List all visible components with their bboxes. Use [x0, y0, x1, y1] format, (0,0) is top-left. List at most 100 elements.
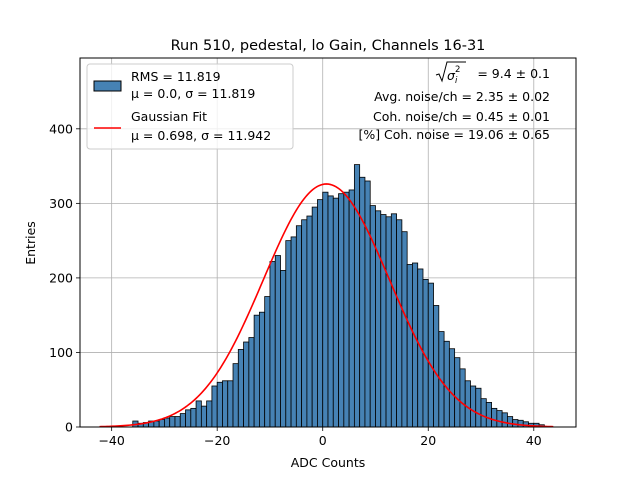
histogram-bar	[406, 264, 413, 428]
y-tick-label: 200	[49, 270, 73, 285]
histogram-bar	[206, 400, 213, 428]
sigma-symbol: σ	[447, 68, 456, 83]
histogram-bar	[227, 380, 234, 428]
x-tick-label: −40	[98, 433, 124, 448]
histogram-bar	[306, 215, 313, 428]
histogram-bar	[211, 385, 218, 428]
histogram-bar	[364, 180, 371, 428]
histogram-bar	[348, 189, 355, 428]
histogram-bar	[185, 409, 192, 428]
histogram-bar	[475, 387, 482, 428]
histogram-bar	[485, 401, 492, 428]
histogram-bar	[322, 191, 329, 428]
histogram-bar	[353, 164, 361, 428]
histogram-bar	[375, 210, 382, 428]
legend: RMS = 11.819 μ = 0.0, σ = 11.819 Gaussia…	[86, 63, 294, 150]
stats-annotation: σ 2 i = 9.4 ± 0.1 Avg. noise/ch = 2.35 ±…	[358, 61, 550, 142]
chart-title: Run 510, pedestal, lo Gain, Channels 16-…	[171, 38, 486, 54]
histogram-bar	[216, 381, 223, 428]
histogram-bar	[174, 416, 181, 428]
histogram-bar	[259, 311, 266, 428]
legend-fit-stats: μ = 0.698, σ = 11.942	[131, 128, 271, 143]
plot-frame	[79, 57, 577, 428]
histogram-bar	[433, 305, 440, 428]
histogram-bar	[164, 417, 171, 428]
histogram-bar	[480, 398, 487, 428]
stats-sigma-value: = 9.4 ± 0.1	[477, 66, 550, 81]
histogram-bar	[454, 357, 461, 428]
histogram-bar	[507, 416, 514, 428]
gaussian-fit-curve	[99, 183, 554, 428]
histogram-bar	[448, 348, 456, 428]
x-axis-ticks: −40 −20 0 20 40	[98, 427, 542, 448]
histogram-bar	[158, 419, 165, 428]
x-tick-label: −20	[204, 433, 230, 448]
histogram-bar	[264, 296, 271, 428]
histogram-bar	[200, 405, 208, 428]
stats-coh-noise: Coh. noise/ch = 0.45 ± 0.01	[373, 109, 550, 124]
histogram-bar	[332, 197, 339, 428]
histogram-bar	[427, 282, 434, 428]
histogram-bar	[285, 240, 292, 428]
stats-avg-noise: Avg. noise/ch = 2.35 ± 0.02	[374, 89, 550, 104]
legend-histogram-swatch	[93, 80, 122, 92]
histogram-bar	[327, 195, 334, 428]
histogram-bar	[396, 219, 403, 428]
x-axis-label: ADC Counts	[291, 455, 366, 470]
histogram-bar	[491, 407, 498, 428]
sigma-superscript: 2	[455, 65, 460, 75]
histogram-bar	[359, 176, 366, 428]
histogram-bar	[253, 314, 260, 428]
y-tick-label: 0	[65, 420, 73, 435]
histogram-bar	[190, 407, 197, 428]
x-tick-label: 0	[319, 433, 327, 448]
histogram-bar	[274, 255, 281, 428]
histogram-bar	[338, 193, 345, 428]
histogram-bar	[517, 419, 524, 428]
histogram-bar	[179, 413, 186, 428]
legend-fit-label: Gaussian Fit	[131, 109, 207, 124]
y-tick-label: 300	[49, 196, 73, 211]
histogram-bar	[464, 380, 471, 428]
histogram-bar	[470, 385, 477, 428]
histogram-bar	[280, 270, 287, 428]
histogram-bar	[153, 420, 160, 428]
histogram-bar	[222, 380, 229, 428]
histogram-bar	[317, 199, 324, 428]
y-axis-ticks: 0 100 200 300 400	[49, 121, 80, 435]
x-tick-label: 20	[420, 433, 436, 448]
histogram-bar	[459, 368, 466, 428]
stats-coh-noise-percent: [%] Coh. noise = 19.06 ± 0.65	[358, 127, 550, 142]
legend-box	[86, 63, 294, 150]
histogram-bar	[343, 191, 350, 428]
histogram-bar	[295, 225, 303, 428]
sigma-subscript: i	[455, 76, 458, 86]
histogram-bar	[443, 340, 450, 428]
histogram-bar	[390, 213, 397, 428]
histogram-bar	[195, 400, 202, 428]
histogram-bar	[412, 262, 419, 428]
histogram-bar	[496, 410, 503, 428]
histogram-bar	[311, 206, 318, 428]
histogram-bar	[501, 412, 508, 428]
sqrt-sign	[435, 61, 466, 83]
histogram-bar	[269, 261, 276, 428]
histogram-bar	[385, 216, 392, 428]
histogram-bar	[301, 219, 308, 428]
histogram-bar	[248, 337, 255, 428]
histogram-bar	[237, 349, 244, 428]
y-tick-label: 400	[49, 121, 73, 136]
histogram-bar	[401, 231, 408, 428]
histogram-bar	[380, 214, 387, 428]
legend-histogram-label: RMS = 11.819	[131, 69, 221, 84]
histogram-bar	[243, 341, 250, 428]
y-tick-label: 100	[49, 345, 73, 360]
sigma-sqrt-symbol: σ 2 i	[435, 61, 466, 86]
histogram-bar	[290, 236, 297, 428]
y-axis-label: Entries	[23, 221, 38, 265]
x-tick-label: 40	[526, 433, 542, 448]
histogram-bar	[169, 416, 176, 428]
legend-histogram-stats: μ = 0.0, σ = 11.819	[131, 86, 255, 101]
